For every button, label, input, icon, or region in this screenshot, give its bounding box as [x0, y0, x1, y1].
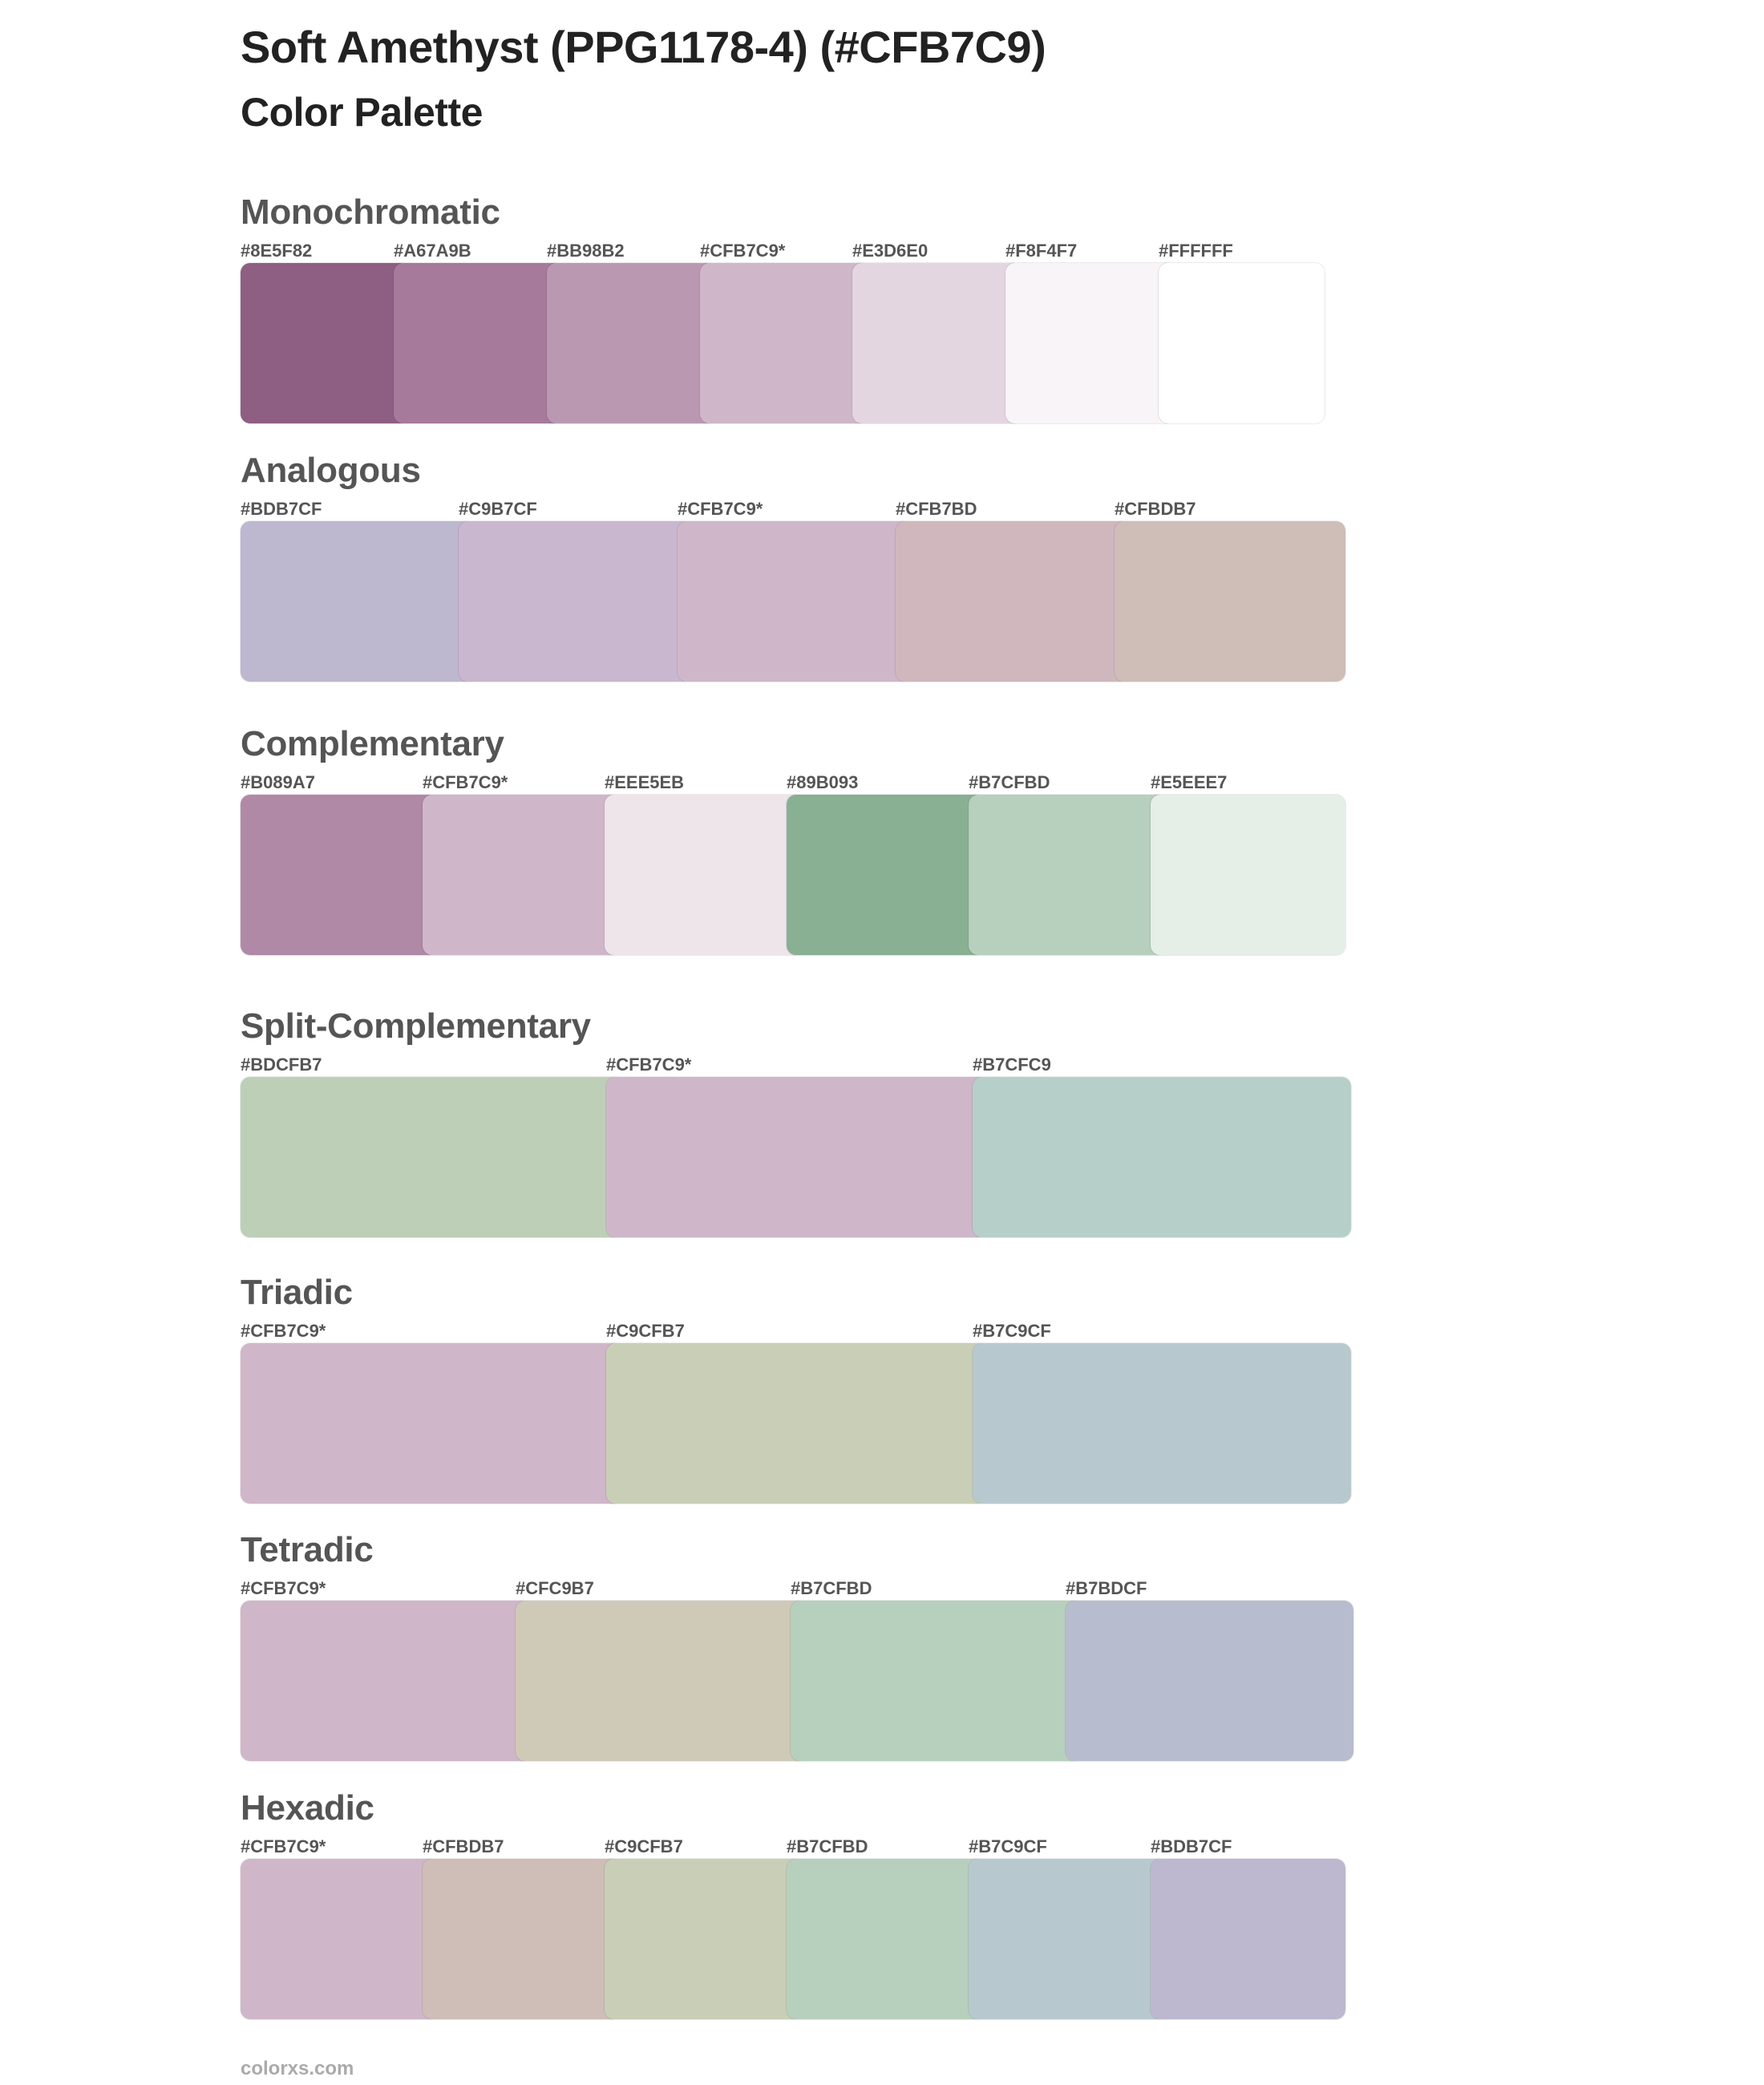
color-swatch[interactable] [700, 263, 869, 423]
color-swatch[interactable] [423, 795, 621, 955]
color-swatch[interactable] [973, 1343, 1351, 1504]
swatch-label: #CFBDB7 [423, 1836, 504, 1856]
section-heading: Hexadic [241, 1788, 374, 1828]
swatch-label: #CFB7C9* [606, 1055, 692, 1075]
swatch-label: #B7CFC9 [973, 1055, 1051, 1075]
page-title: Soft Amethyst (PPG1178-4) (#CFB7C9) [241, 22, 1046, 72]
swatch-label: #CFB7C9* [678, 499, 763, 519]
section-heading: Triadic [241, 1273, 353, 1312]
swatch-label: #B7CFBD [791, 1578, 872, 1598]
swatch-row [241, 1343, 1351, 1504]
color-swatch[interactable] [516, 1601, 807, 1761]
swatch-label: #BDB7CF [241, 499, 322, 519]
swatch-label: #BDCFB7 [241, 1055, 322, 1075]
swatch-row [241, 1077, 1351, 1237]
swatch-label: #89B093 [787, 772, 859, 792]
section-heading: Split-Complementary [241, 1006, 591, 1046]
swatch-label: #EEE5EB [605, 772, 685, 792]
color-swatch[interactable] [1005, 263, 1175, 423]
swatch-label: #C9CFB7 [606, 1321, 685, 1341]
swatch-label: #8E5F82 [241, 241, 313, 261]
section-heading: Complementary [241, 724, 504, 763]
color-swatch[interactable] [241, 795, 439, 955]
swatch-label: #CFB7C9* [700, 241, 786, 261]
footer-brand[interactable]: colorxs.com [241, 2058, 354, 2079]
page-subtitle: Color Palette [241, 90, 483, 135]
swatch-label: #B089A7 [241, 772, 315, 792]
swatch-label: #C9B7CF [459, 499, 537, 519]
swatch-label: #CFC9B7 [516, 1578, 594, 1598]
color-swatch[interactable] [1151, 1859, 1345, 2019]
color-swatch[interactable] [547, 263, 716, 423]
section-heading: Monochromatic [241, 192, 500, 232]
color-swatch[interactable] [241, 521, 475, 682]
color-swatch[interactable] [394, 263, 563, 423]
swatch-row [241, 795, 1345, 955]
swatch-row [241, 1601, 1353, 1761]
color-swatch[interactable] [969, 1859, 1167, 2019]
color-swatch[interactable] [973, 1077, 1351, 1237]
color-swatch[interactable] [605, 1859, 803, 2019]
color-swatch[interactable] [241, 1343, 622, 1504]
swatch-label: #BDB7CF [1151, 1836, 1232, 1856]
swatch-row [241, 263, 1325, 423]
color-swatch[interactable] [896, 521, 1130, 682]
color-swatch[interactable] [606, 1343, 988, 1504]
color-swatch[interactable] [1115, 521, 1345, 682]
color-swatch[interactable] [459, 521, 693, 682]
color-swatch[interactable] [678, 521, 912, 682]
color-swatch[interactable] [1159, 263, 1325, 423]
swatch-row [241, 521, 1345, 682]
color-swatch[interactable] [605, 795, 803, 955]
swatch-label: #CFB7C9* [423, 772, 508, 792]
swatch-label: #C9CFB7 [605, 1836, 683, 1856]
color-swatch[interactable] [241, 1077, 622, 1237]
swatch-label: #B7CFBD [969, 772, 1050, 792]
color-swatch[interactable] [852, 263, 1022, 423]
color-swatch[interactable] [969, 795, 1167, 955]
color-swatch[interactable] [241, 263, 410, 423]
color-swatch[interactable] [787, 1859, 985, 2019]
color-swatch[interactable] [1066, 1601, 1353, 1761]
swatch-label: #B7BDCF [1066, 1578, 1147, 1598]
swatch-label: #E5EEE7 [1151, 772, 1228, 792]
swatch-label: #A67A9B [394, 241, 471, 261]
color-swatch[interactable] [241, 1859, 439, 2019]
swatch-label: #B7C9CF [969, 1836, 1047, 1856]
color-swatch[interactable] [1151, 795, 1345, 955]
color-swatch[interactable] [606, 1077, 988, 1237]
swatch-label: #E3D6E0 [852, 241, 929, 261]
swatch-label: #CFBDB7 [1115, 499, 1196, 519]
color-swatch[interactable] [791, 1601, 1082, 1761]
section-heading: Tetradic [241, 1530, 374, 1569]
swatch-label: #F8F4F7 [1005, 241, 1078, 261]
swatch-label: #CFB7C9* [241, 1836, 326, 1856]
swatch-row [241, 1859, 1345, 2019]
color-swatch[interactable] [787, 795, 985, 955]
swatch-label: #CFB7BD [896, 499, 977, 519]
section-heading: Analogous [241, 451, 421, 490]
color-swatch[interactable] [241, 1601, 532, 1761]
swatch-label: #FFFFFF [1159, 241, 1233, 261]
swatch-label: #B7C9CF [973, 1321, 1051, 1341]
swatch-label: #B7CFBD [787, 1836, 868, 1856]
color-swatch[interactable] [423, 1859, 621, 2019]
swatch-label: #CFB7C9* [241, 1321, 326, 1341]
swatch-label: #BB98B2 [547, 241, 625, 261]
swatch-label: #CFB7C9* [241, 1578, 326, 1598]
